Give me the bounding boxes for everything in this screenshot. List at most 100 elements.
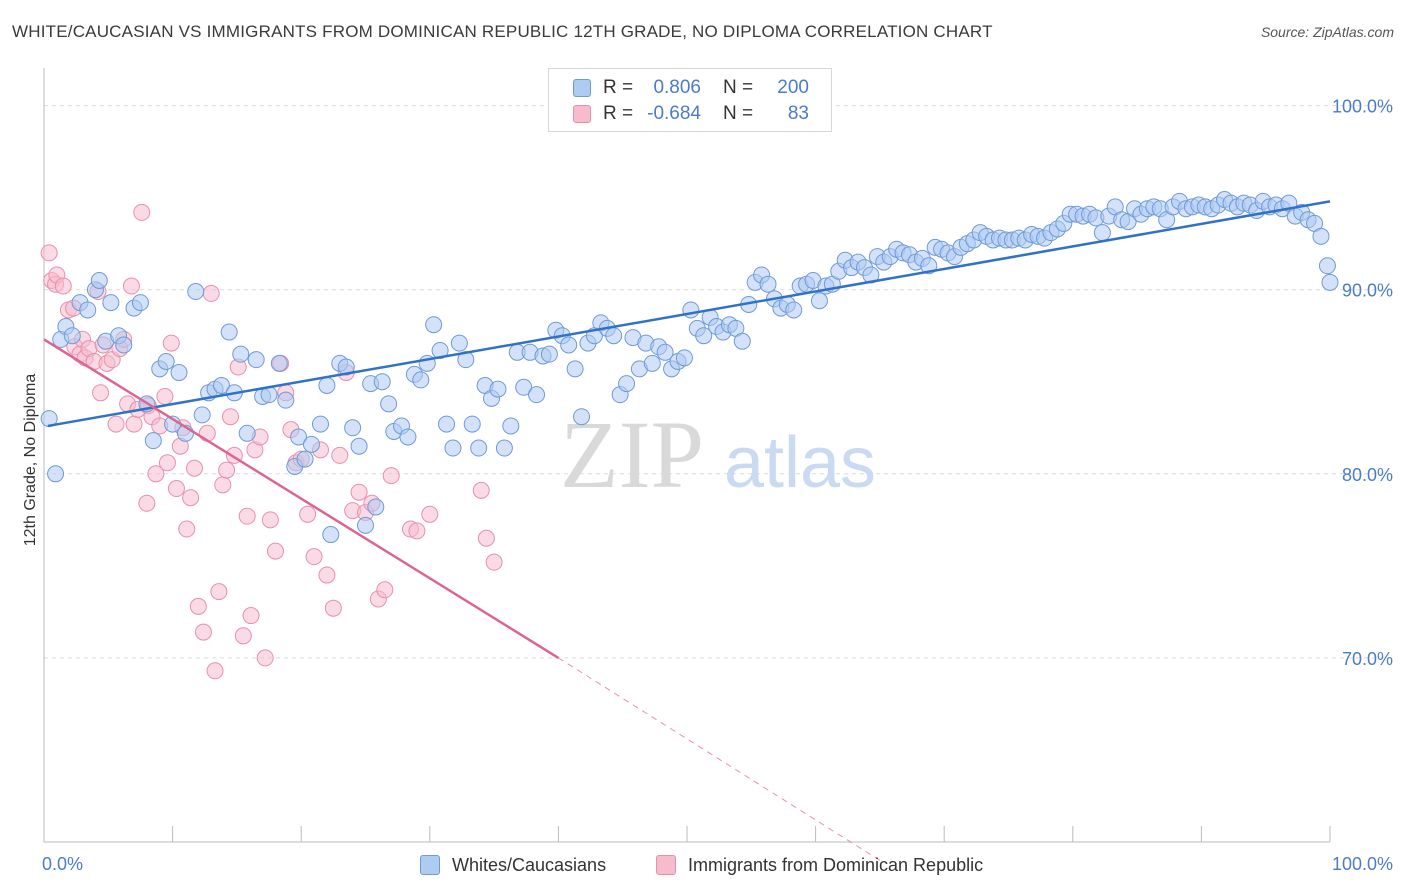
data-point-blue — [540, 345, 558, 363]
data-point-pink — [122, 277, 140, 295]
bottom-legend-blue: Whites/Caucasians — [420, 852, 606, 878]
data-point-pink — [54, 277, 72, 295]
data-point-pink — [206, 662, 224, 680]
data-point-blue — [367, 498, 385, 516]
data-point-pink — [92, 384, 110, 402]
data-point-pink — [194, 623, 212, 641]
data-point-pink — [261, 511, 279, 529]
legend-r-label: R = — [603, 103, 634, 124]
data-point-pink — [125, 415, 143, 433]
bottom-legend-label-blue: Whites/Caucasians — [452, 854, 607, 875]
y-axis-label: 12th Grade, No Diploma — [22, 373, 39, 547]
data-point-blue — [656, 343, 674, 361]
data-point-blue — [643, 354, 661, 372]
watermark: ZIP atlas — [560, 401, 876, 508]
data-point-pink — [266, 542, 284, 560]
legend-n-label: N = — [723, 77, 754, 98]
x-tick-label-min: 0.0% — [42, 854, 83, 874]
bottom-legend-swatch-pink — [656, 855, 676, 875]
legend: R = 0.806 N = 200 R = -0.684 N = 83 — [548, 68, 832, 132]
data-point-blue — [444, 439, 462, 457]
data-point-blue — [302, 435, 320, 453]
data-point-blue — [399, 428, 417, 446]
data-point-pink — [167, 480, 185, 498]
data-point-blue — [290, 428, 308, 446]
data-point-pink — [421, 505, 439, 523]
source-label: Source: ZipAtlas.com — [1260, 24, 1394, 40]
data-point-blue — [344, 419, 362, 437]
data-point-pink — [202, 284, 220, 302]
data-point-pink — [107, 415, 125, 433]
y-tick-label: 80.0% — [1342, 465, 1393, 485]
data-point-pink — [382, 467, 400, 485]
bottom-legend-swatch-blue — [420, 855, 440, 875]
data-point-pink — [234, 627, 252, 645]
data-point-blue — [238, 424, 256, 442]
trend-line-pink-extension — [558, 657, 881, 861]
data-point-blue — [502, 417, 520, 435]
data-point-pink — [178, 520, 196, 538]
data-point-blue — [489, 380, 507, 398]
data-point-blue — [193, 406, 211, 424]
data-point-pink — [305, 548, 323, 566]
data-point-pink — [147, 465, 165, 483]
data-point-pink — [40, 244, 58, 262]
data-point-blue — [296, 450, 314, 468]
data-point-blue — [350, 437, 368, 455]
tick-labels: 100.0% 90.0% 80.0% 70.0% 0.0% 100.0% — [42, 97, 1393, 874]
data-point-pink — [242, 607, 260, 625]
data-point-blue — [47, 465, 65, 483]
data-point-blue — [682, 301, 700, 319]
data-point-pink — [189, 597, 207, 615]
data-point-blue — [438, 415, 456, 433]
data-point-blue — [450, 334, 468, 352]
data-point-blue — [115, 336, 133, 354]
data-point-pink — [256, 649, 274, 667]
data-point-blue — [470, 439, 488, 457]
data-point-blue — [1312, 227, 1330, 245]
data-point-pink — [472, 481, 490, 499]
bottom-legend-label-pink: Immigrants from Dominican Republic — [688, 854, 984, 875]
data-point-blue — [232, 345, 250, 363]
data-point-blue — [515, 378, 533, 396]
data-point-blue — [90, 272, 108, 290]
data-point-blue — [560, 336, 578, 354]
data-point-blue — [212, 376, 230, 394]
data-point-pink — [408, 522, 426, 540]
data-point-pink — [214, 476, 232, 494]
data-point-pink — [218, 461, 236, 479]
data-point-blue — [675, 349, 693, 367]
data-point-pink — [299, 505, 317, 523]
y-tick-label: 70.0% — [1342, 649, 1393, 669]
data-point-blue — [412, 371, 430, 389]
data-point-blue — [1093, 224, 1111, 242]
data-point-pink — [331, 446, 349, 464]
data-point-blue — [573, 408, 591, 426]
grid-lines — [44, 105, 1390, 659]
data-point-pink — [221, 408, 239, 426]
data-point-pink — [318, 566, 336, 584]
data-point-pink — [376, 581, 394, 599]
legend-row-blue: R = 0.806 N = 200 — [573, 76, 809, 100]
chart-title: WHITE/CAUCASIAN VS IMMIGRANTS FROM DOMIN… — [12, 22, 993, 41]
data-point-blue — [463, 415, 481, 433]
legend-n-value-blue: 200 — [777, 77, 809, 98]
data-point-blue — [157, 353, 175, 371]
data-point-blue — [311, 415, 329, 433]
y-tick-label: 90.0% — [1342, 281, 1393, 301]
bottom-legend-pink: Immigrants from Dominican Republic — [656, 852, 983, 878]
data-point-blue — [318, 376, 336, 394]
axes — [43, 68, 1331, 843]
data-point-blue — [566, 360, 584, 378]
data-point-blue — [618, 375, 636, 393]
legend-swatch-blue — [573, 79, 591, 97]
data-point-blue — [79, 301, 97, 319]
legend-n-label: N = — [723, 103, 754, 124]
data-point-pink — [350, 483, 368, 501]
y-tick-label: 100.0% — [1332, 97, 1393, 117]
data-point-blue — [1318, 257, 1336, 275]
legend-r-label: R = — [603, 77, 634, 98]
data-point-pink — [324, 599, 342, 617]
data-point-pink — [477, 529, 495, 547]
